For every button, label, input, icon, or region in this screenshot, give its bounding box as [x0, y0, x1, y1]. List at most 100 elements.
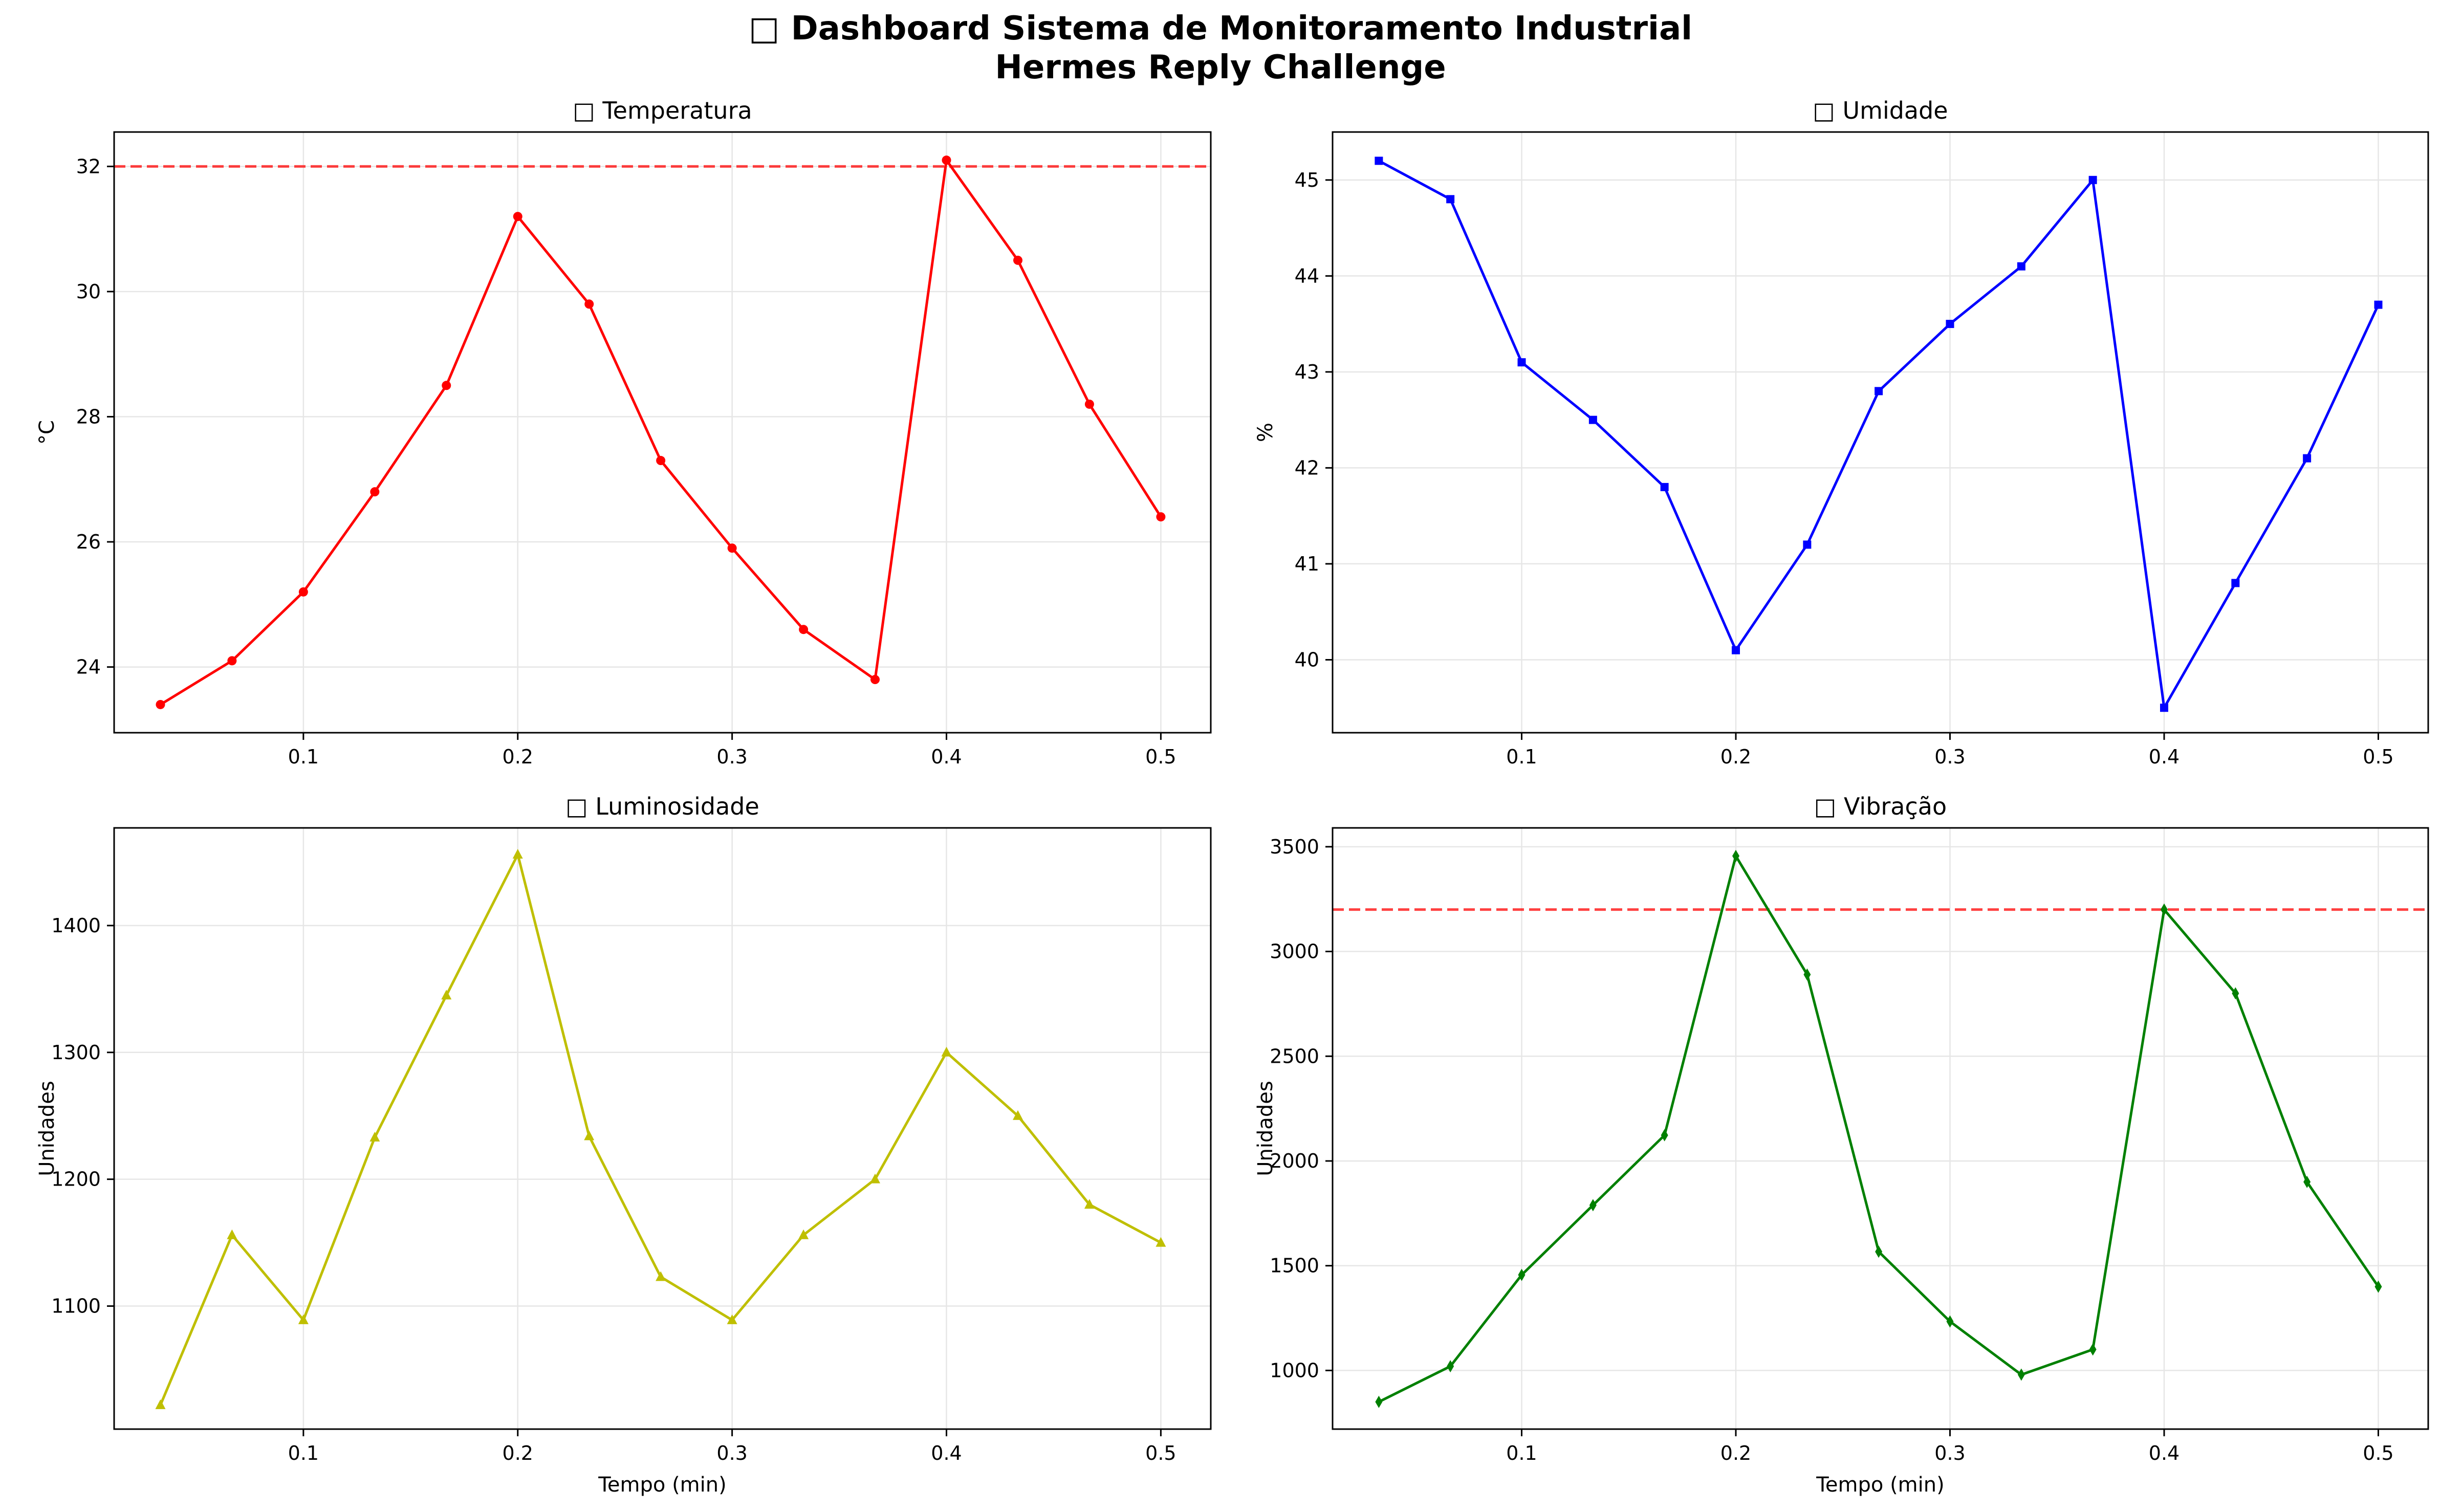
data-point-11: [870, 1173, 881, 1184]
data-point-13: [1013, 1110, 1023, 1120]
data-point-10: [798, 1229, 809, 1239]
x-axis-label: Tempo (min): [598, 1473, 726, 1497]
y-tick-label: 26: [76, 531, 101, 553]
series-line: [1378, 854, 2380, 1404]
data-point-9: [727, 543, 737, 553]
x-tick-label: 0.2: [503, 746, 533, 768]
y-tick-label: 40: [1295, 648, 1319, 671]
data-point-6: [512, 849, 523, 859]
y-tick-label: 41: [1295, 553, 1319, 575]
x-tick-label: 0.1: [288, 1442, 319, 1464]
y-tick-label: 45: [1295, 169, 1319, 191]
data-point-12: [941, 1046, 952, 1057]
data-point-8: [656, 456, 666, 466]
data-point-13: [2231, 579, 2240, 587]
x-tick-label: 0.5: [2363, 746, 2393, 768]
x-tick-label: 0.4: [931, 1442, 962, 1464]
x-tick-label: 0.3: [1934, 746, 1965, 768]
data-point-3: [1517, 358, 1526, 367]
data-point-11: [870, 675, 880, 685]
y-tick-label: 1000: [1270, 1359, 1319, 1382]
data-point-5: [442, 381, 451, 390]
x-tick-label: 0.5: [2363, 1442, 2393, 1464]
x-tick-label: 0.4: [2149, 746, 2180, 768]
series-line: [160, 159, 1162, 706]
panel-title: □ Luminosidade: [565, 793, 759, 820]
data-point-1: [1375, 157, 1383, 165]
y-tick-label: 30: [76, 280, 101, 303]
data-point-6: [1732, 849, 1740, 862]
data-point-10: [2017, 262, 2025, 271]
y-tick-label: 3000: [1270, 940, 1319, 963]
y-tick-label: 28: [76, 405, 101, 428]
data-point-11: [2088, 176, 2097, 184]
x-tick-label: 0.4: [2149, 1442, 2180, 1464]
y-axis-label: Unidades: [1254, 1081, 1277, 1176]
data-point-8: [1875, 387, 1883, 396]
data-point-7: [584, 1130, 595, 1141]
data-point-12: [942, 156, 951, 165]
data-point-13: [1013, 255, 1023, 265]
data-point-5: [1661, 1129, 1668, 1142]
dashboard-title-line1: □ Dashboard Sistema de Monitoramento Ind…: [748, 10, 1693, 48]
data-point-15: [1156, 512, 1166, 522]
data-point-6: [513, 212, 522, 222]
data-point-1: [155, 1399, 166, 1409]
x-tick-label: 0.3: [1934, 1442, 1965, 1464]
series-line: [159, 853, 1162, 1406]
panel-title: □ Umidade: [1813, 97, 1948, 124]
x-tick-label: 0.2: [503, 1442, 533, 1464]
data-point-4: [370, 487, 380, 497]
x-tick-label: 0.2: [1720, 746, 1751, 768]
data-point-13: [2232, 987, 2239, 1000]
plot-frame: [113, 131, 1212, 734]
data-point-14: [1084, 1199, 1095, 1209]
dashboard-title: □ Dashboard Sistema de Monitoramento Ind…: [0, 9, 2441, 87]
data-point-15: [2374, 1280, 2382, 1293]
x-tick-label: 0.5: [1145, 1442, 1176, 1464]
y-tick-label: 42: [1295, 456, 1319, 479]
x-tick-label: 0.4: [931, 746, 962, 768]
y-tick-label: 1400: [51, 914, 101, 937]
x-tick-label: 0.3: [716, 1442, 747, 1464]
data-point-3: [298, 1314, 309, 1324]
data-point-2: [1446, 195, 1455, 204]
data-point-3: [1518, 1268, 1525, 1281]
data-point-14: [2303, 1175, 2311, 1188]
panel-4: 0.1 0.2 0.3 0.4 0.5 1000 1500 2000 2500 3000 3500 □…: [1254, 793, 2429, 1497]
data-point-15: [2374, 300, 2383, 309]
y-axis-label: %: [1254, 423, 1277, 442]
y-tick-label: 43: [1295, 361, 1319, 383]
data-point-4: [369, 1131, 380, 1142]
x-axis-label: Tempo (min): [1816, 1473, 1944, 1497]
x-tick-label: 0.5: [1145, 746, 1176, 768]
y-tick-label: 1100: [51, 1295, 101, 1318]
data-point-12: [2161, 903, 2168, 916]
panel-3: 0.1 0.2 0.3 0.4 0.5 1100 1200 1300 1400 □ Luminos…: [35, 793, 1212, 1497]
x-tick-label: 0.3: [716, 746, 747, 768]
data-point-5: [1660, 483, 1669, 491]
data-point-14: [1084, 399, 1094, 409]
data-point-11: [2089, 1343, 2097, 1356]
plot-frame: [113, 827, 1212, 1430]
series-line: [1378, 160, 2380, 709]
y-tick-label: 3500: [1270, 836, 1319, 858]
data-point-6: [1732, 646, 1740, 654]
y-tick-label: 1300: [51, 1041, 101, 1064]
data-point-9: [727, 1314, 737, 1324]
x-tick-label: 0.1: [288, 746, 319, 768]
data-point-2: [1447, 1360, 1454, 1373]
x-tick-label: 0.1: [1506, 746, 1537, 768]
plot-frame: [1332, 827, 2429, 1430]
y-tick-label: 32: [76, 155, 101, 178]
data-point-8: [1875, 1245, 1883, 1258]
y-axis-label: °C: [35, 420, 59, 445]
panel-2: 0.1 0.2 0.3 0.4 0.5 40 41 42 43 44 45 □ Umidade%: [1254, 97, 2429, 768]
data-point-10: [2017, 1368, 2025, 1381]
data-point-8: [656, 1271, 666, 1281]
plot-frame: [1332, 131, 2429, 734]
panel-title: □ Vibração: [1814, 793, 1947, 820]
data-point-10: [799, 625, 809, 634]
data-point-12: [2160, 704, 2169, 712]
data-point-9: [1946, 1315, 1954, 1328]
